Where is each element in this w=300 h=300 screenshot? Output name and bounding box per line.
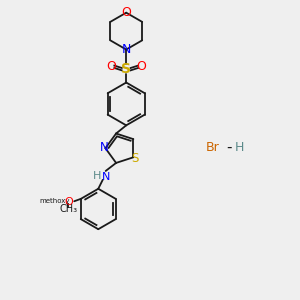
Text: CH₃: CH₃ [59, 204, 77, 214]
Text: N: N [102, 172, 110, 182]
Text: H: H [235, 140, 244, 154]
Text: S: S [121, 62, 131, 76]
Text: methoxy: methoxy [39, 198, 70, 204]
Text: O: O [64, 197, 73, 207]
Text: N: N [122, 43, 131, 56]
Text: H: H [93, 171, 101, 181]
Text: S: S [131, 152, 139, 165]
Text: N: N [100, 140, 108, 154]
Text: -: - [226, 140, 232, 154]
Text: O: O [106, 60, 116, 73]
Text: Br: Br [206, 140, 219, 154]
Text: O: O [121, 6, 131, 19]
Text: O: O [137, 60, 147, 73]
